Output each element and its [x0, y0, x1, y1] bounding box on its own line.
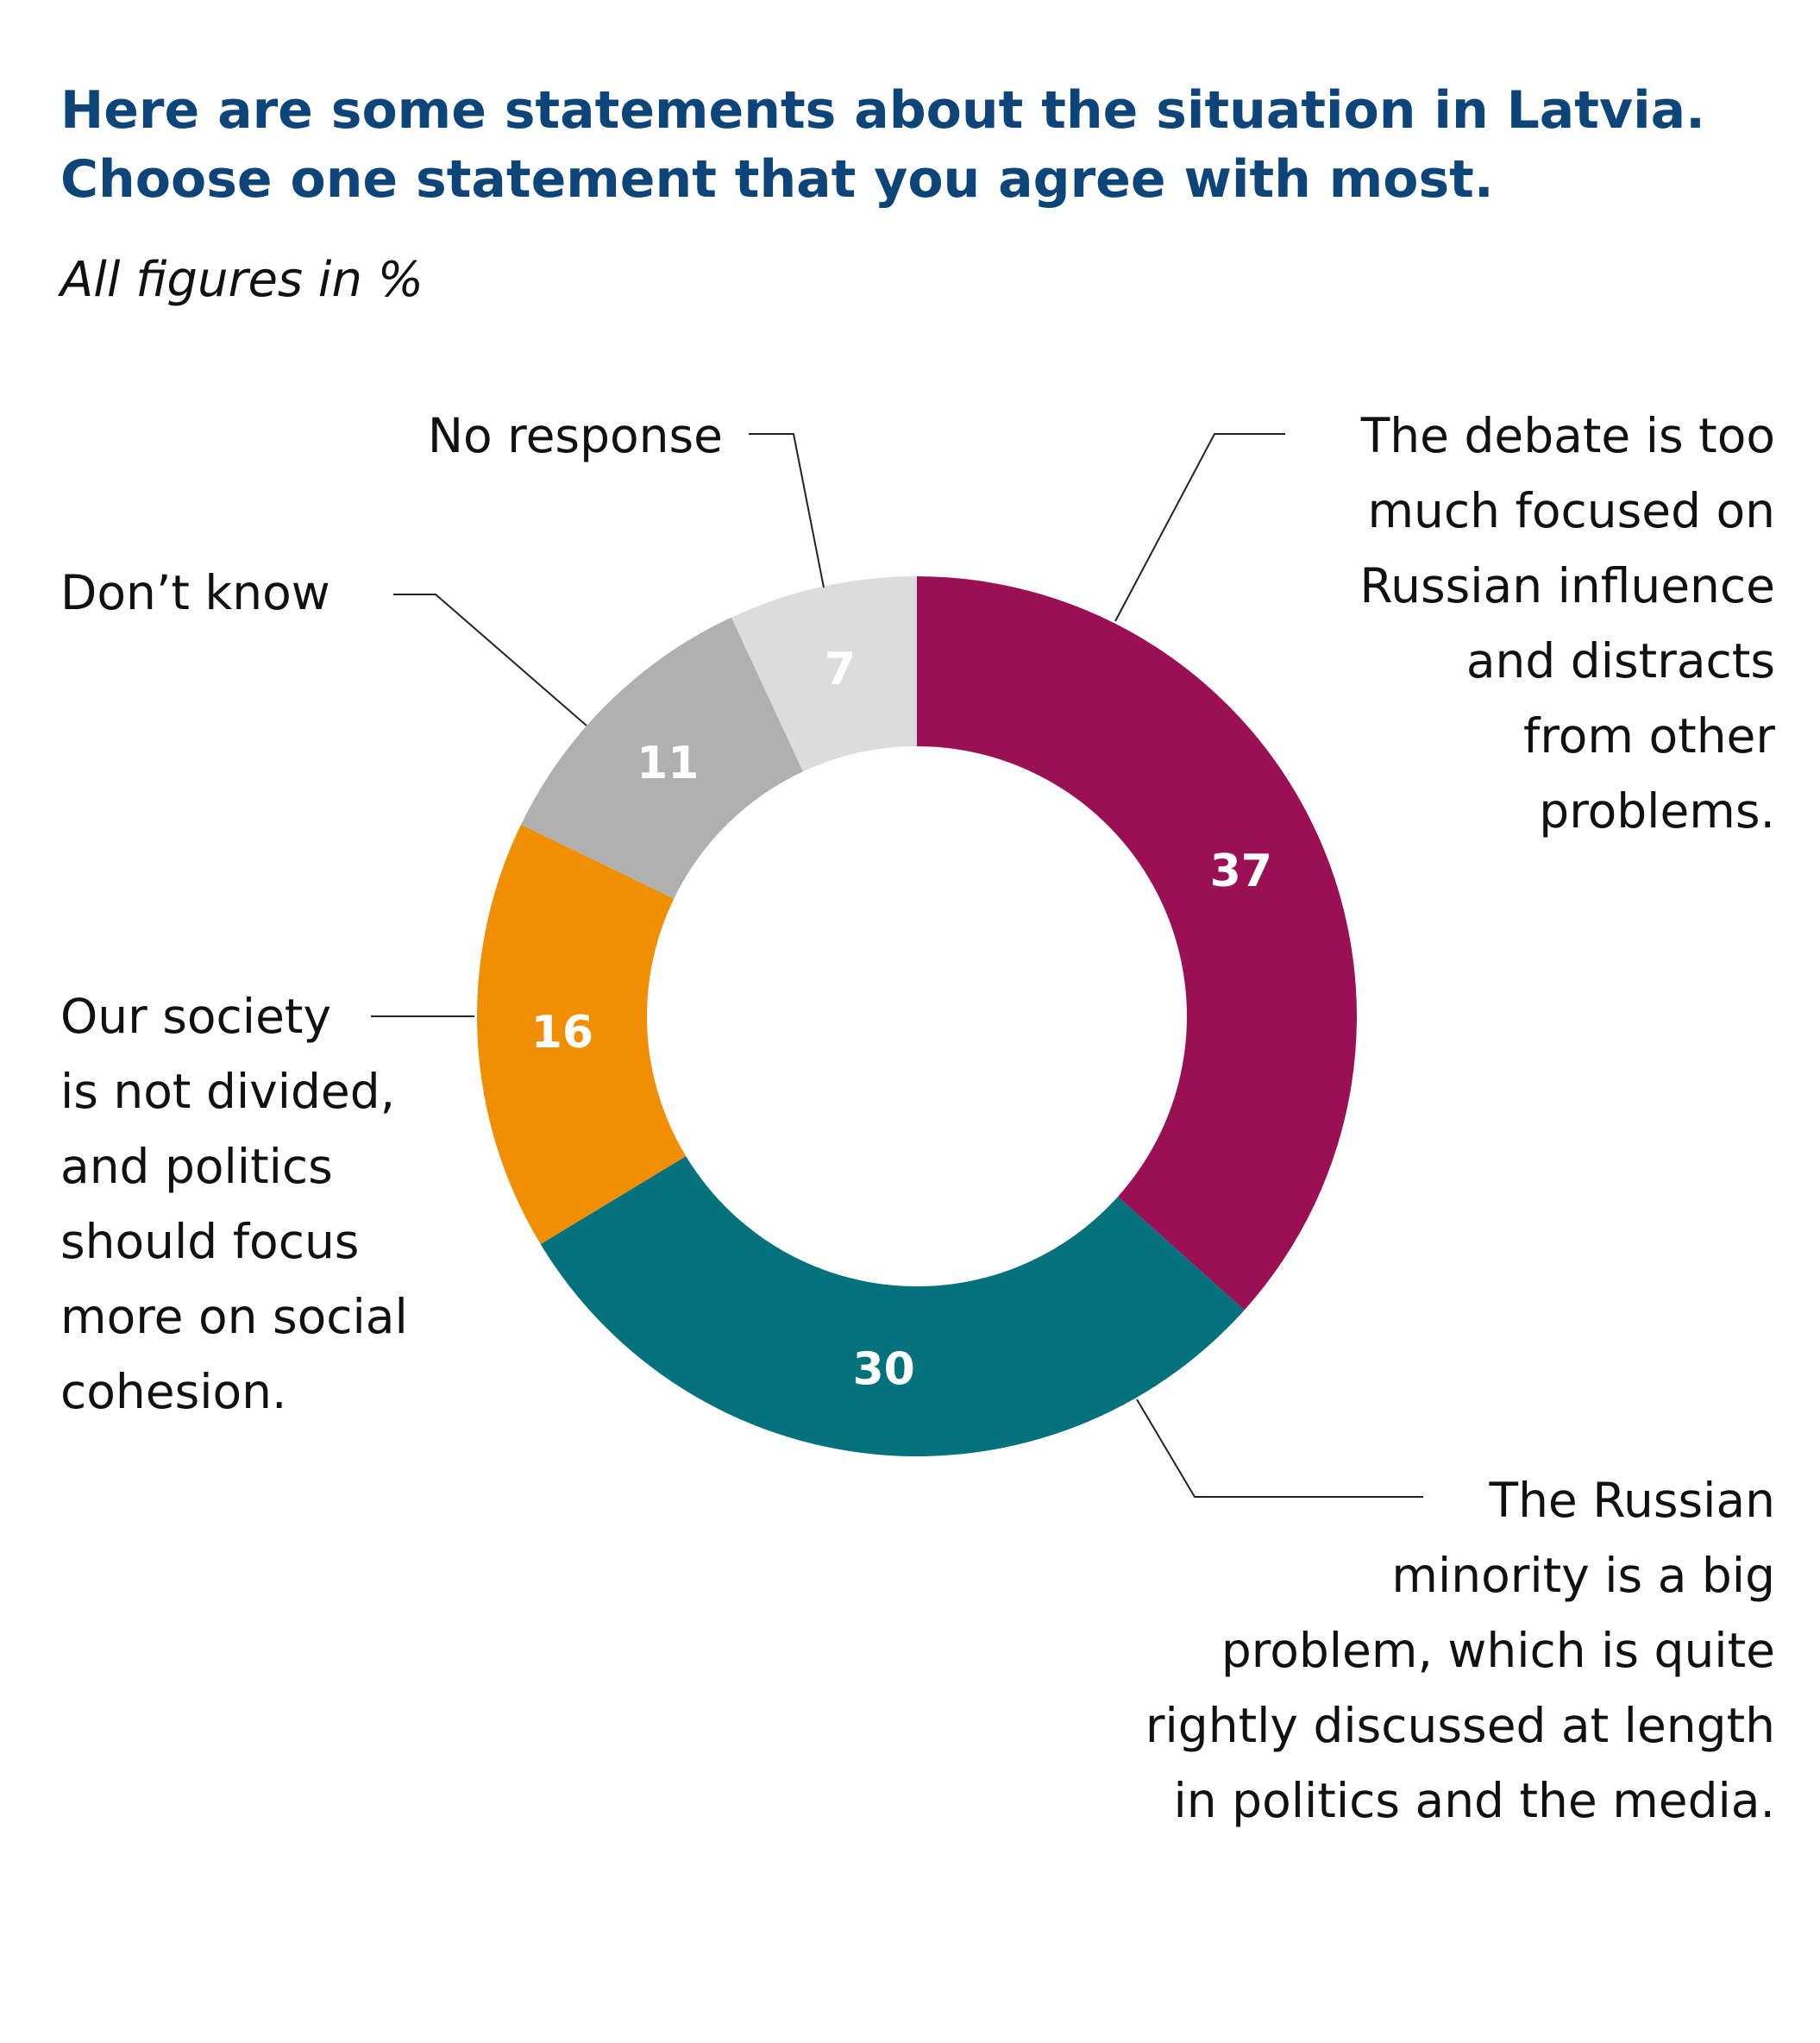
slice-society-not-divided — [477, 824, 687, 1245]
value-label: 16 — [531, 1007, 593, 1059]
label-line: minority is a big — [1391, 1548, 1775, 1603]
leader-line — [393, 594, 587, 726]
title-line-1: Here are some statements about the situa… — [60, 80, 1705, 141]
label-line: problem, which is quite — [1221, 1623, 1775, 1678]
value-label: 11 — [637, 738, 699, 789]
chart-subtitle: All figures in % — [60, 252, 424, 308]
label-dont-know: Don’t know — [60, 565, 330, 620]
leader-lines — [371, 433, 1423, 1498]
label-russian-minority-problem: The Russian minority is a big problem, whi… — [1145, 1473, 1775, 1828]
chart-title: Here are some statements about the situa… — [60, 76, 1785, 214]
label-line: much focused on — [1367, 483, 1775, 538]
slices — [477, 576, 1357, 1457]
slice-no-response — [731, 576, 917, 772]
value-label: 30 — [852, 1344, 914, 1396]
slice-debate-too-focused — [917, 576, 1357, 1311]
label-line: in politics and the media. — [1174, 1773, 1775, 1828]
label-line: The debate is too — [1360, 408, 1775, 463]
title-line-2: Choose one statement that you agree with… — [60, 149, 1494, 210]
label-line: cohesion. — [60, 1364, 287, 1419]
label-line: and distracts — [1466, 633, 1775, 688]
label-line: from other — [1523, 708, 1775, 764]
value-labels: 37 30 16 11 7 — [531, 644, 1272, 1395]
label-line: is not divided, — [60, 1064, 395, 1119]
label-line: problems. — [1539, 783, 1775, 839]
label-line: No response — [428, 408, 723, 463]
label-no-response: No response — [428, 408, 723, 463]
leader-line — [1114, 433, 1285, 622]
label-line: Our society — [60, 989, 331, 1044]
value-label: 37 — [1210, 845, 1272, 897]
slice-dont-know — [520, 617, 803, 899]
label-line: The Russian — [1488, 1473, 1775, 1528]
slice-russian-minority-problem — [540, 1156, 1245, 1457]
label-line: should focus — [60, 1214, 359, 1269]
label-line: more on social — [60, 1289, 408, 1344]
label-line: Russian influence — [1359, 558, 1775, 613]
label-society-not-divided: Our society is not divided, and politics sh… — [60, 989, 408, 1419]
value-label: 7 — [825, 644, 856, 695]
leader-line — [1136, 1399, 1423, 1498]
slice-labels: The debate is too much focused on Russian … — [60, 408, 1775, 1828]
label-line: Don’t know — [60, 565, 330, 620]
label-line: rightly discussed at length — [1145, 1698, 1775, 1753]
label-debate-too-focused: The debate is too much focused on Russian … — [1359, 408, 1775, 839]
label-line: and politics — [60, 1139, 333, 1194]
leader-line — [749, 433, 825, 588]
